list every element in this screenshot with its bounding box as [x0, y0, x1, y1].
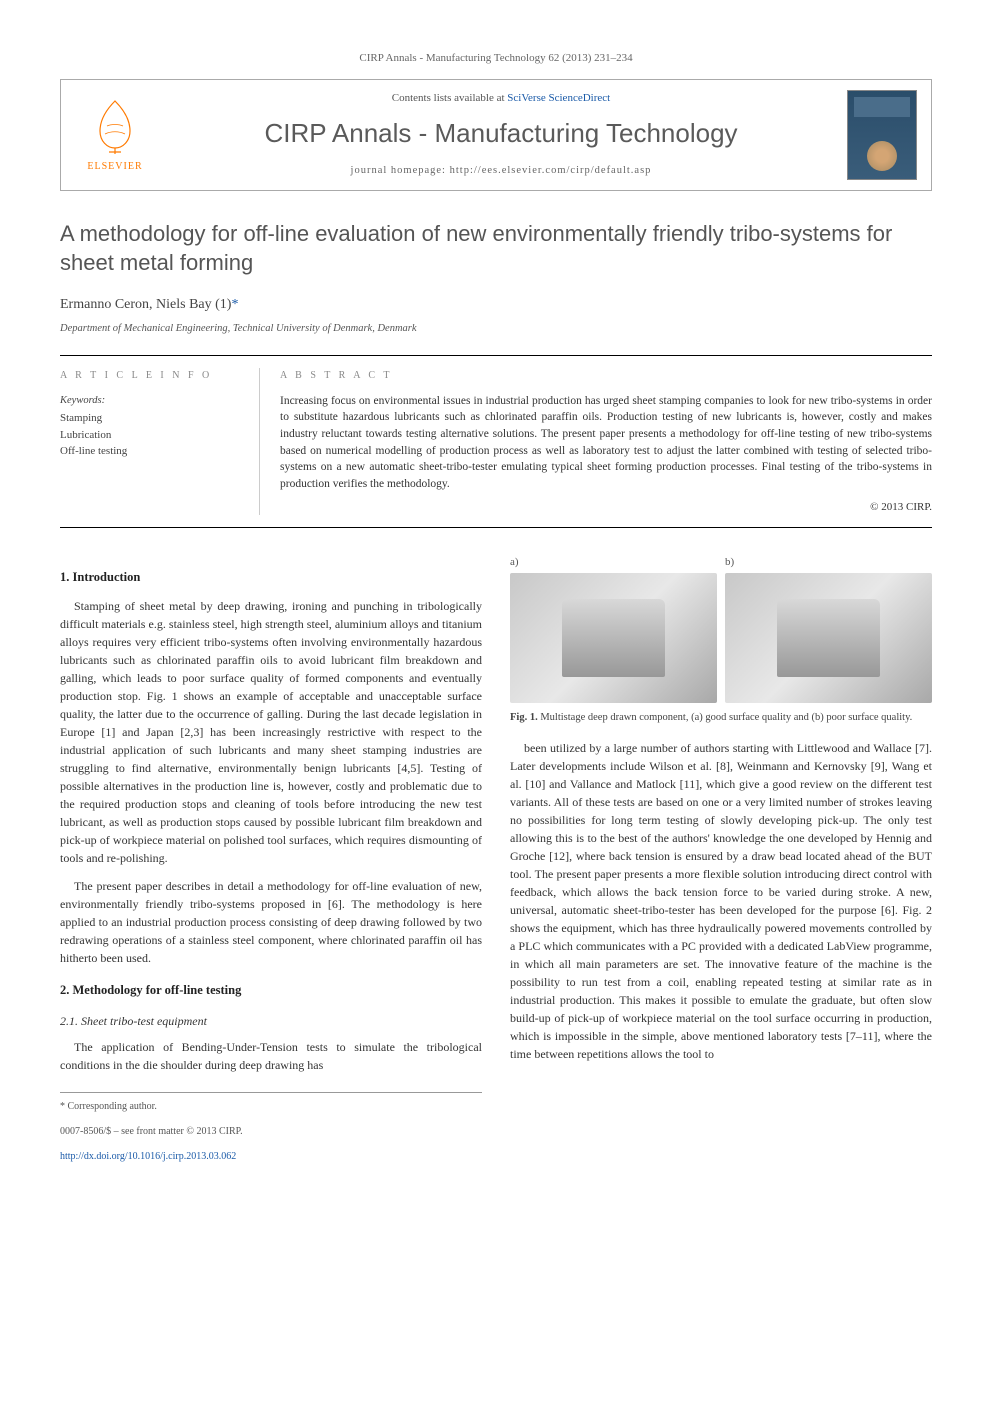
article-info-box: A R T I C L E I N F O Keywords: Stamping…: [60, 368, 260, 516]
figure-1b-image: [725, 573, 932, 703]
left-column: 1. Introduction Stamping of sheet metal …: [60, 554, 482, 1164]
figure-1a-label: a): [510, 554, 717, 571]
front-matter-line: 0007-8506/$ – see front matter © 2013 CI…: [60, 1124, 482, 1139]
figure-1-images: a) b): [510, 554, 932, 703]
right-column: a) b) Fig. 1. Multistage deep drawn comp…: [510, 554, 932, 1164]
corresponding-marker[interactable]: *: [231, 297, 238, 312]
corresponding-footnote: * Corresponding author.: [60, 1092, 482, 1114]
section-2-heading: 2. Methodology for off-line testing: [60, 981, 482, 1000]
keyword: Lubrication: [60, 427, 245, 444]
masthead-center: Contents lists available at SciVerse Sci…: [155, 90, 847, 179]
article-info-header: A R T I C L E I N F O: [60, 368, 245, 383]
authors-text: Ermanno Ceron, Niels Bay (1): [60, 297, 231, 312]
figure-1-caption-text: Multistage deep drawn component, (a) goo…: [538, 712, 913, 723]
section-1-heading: 1. Introduction: [60, 568, 482, 587]
doi-link[interactable]: http://dx.doi.org/10.1016/j.cirp.2013.03…: [60, 1151, 236, 1162]
journal-masthead: ELSEVIER Contents lists available at Sci…: [60, 79, 932, 191]
journal-cover-thumbnail: [847, 90, 917, 180]
sciencedirect-link[interactable]: SciVerse ScienceDirect: [507, 92, 610, 104]
section-1-para-2: The present paper describes in detail a …: [60, 877, 482, 967]
journal-homepage: journal homepage: http://ees.elsevier.co…: [155, 163, 847, 179]
two-column-body: 1. Introduction Stamping of sheet metal …: [60, 554, 932, 1164]
elsevier-label: ELSEVIER: [87, 159, 142, 174]
figure-1-caption: Fig. 1. Multistage deep drawn component,…: [510, 711, 932, 726]
tree-icon: [85, 96, 145, 156]
elsevier-logo: ELSEVIER: [75, 90, 155, 180]
section-1-para-1: Stamping of sheet metal by deep drawing,…: [60, 597, 482, 867]
abstract-copyright: © 2013 CIRP.: [280, 499, 932, 516]
figure-1a-wrap: a): [510, 554, 717, 703]
running-header: CIRP Annals - Manufacturing Technology 6…: [60, 50, 932, 67]
keywords-label: Keywords:: [60, 393, 245, 409]
figure-1b-label: b): [725, 554, 932, 571]
doi-line: http://dx.doi.org/10.1016/j.cirp.2013.03…: [60, 1149, 482, 1164]
section-2-1-heading: 2.1. Sheet tribo-test equipment: [60, 1012, 482, 1030]
keyword: Stamping: [60, 410, 245, 427]
journal-title: CIRP Annals - Manufacturing Technology: [155, 114, 847, 153]
column-2-continuation: been utilized by a large number of autho…: [510, 739, 932, 1063]
figure-1b-wrap: b): [725, 554, 932, 703]
abstract-header: A B S T R A C T: [280, 368, 932, 383]
affiliation: Department of Mechanical Engineering, Te…: [60, 321, 932, 337]
author-list: Ermanno Ceron, Niels Bay (1)*: [60, 294, 932, 315]
article-meta-row: A R T I C L E I N F O Keywords: Stamping…: [60, 355, 932, 529]
contents-line: Contents lists available at SciVerse Sci…: [155, 90, 847, 107]
abstract-box: A B S T R A C T Increasing focus on envi…: [280, 368, 932, 516]
contents-prefix: Contents lists available at: [392, 92, 507, 104]
abstract-text: Increasing focus on environmental issues…: [280, 393, 932, 493]
figure-1a-image: [510, 573, 717, 703]
article-title: A methodology for off-line evaluation of…: [60, 219, 932, 278]
title-block: A methodology for off-line evaluation of…: [60, 219, 932, 278]
keyword: Off-line testing: [60, 443, 245, 460]
figure-1-caption-label: Fig. 1.: [510, 712, 538, 723]
section-2-1-para-1: The application of Bending-Under-Tension…: [60, 1038, 482, 1074]
